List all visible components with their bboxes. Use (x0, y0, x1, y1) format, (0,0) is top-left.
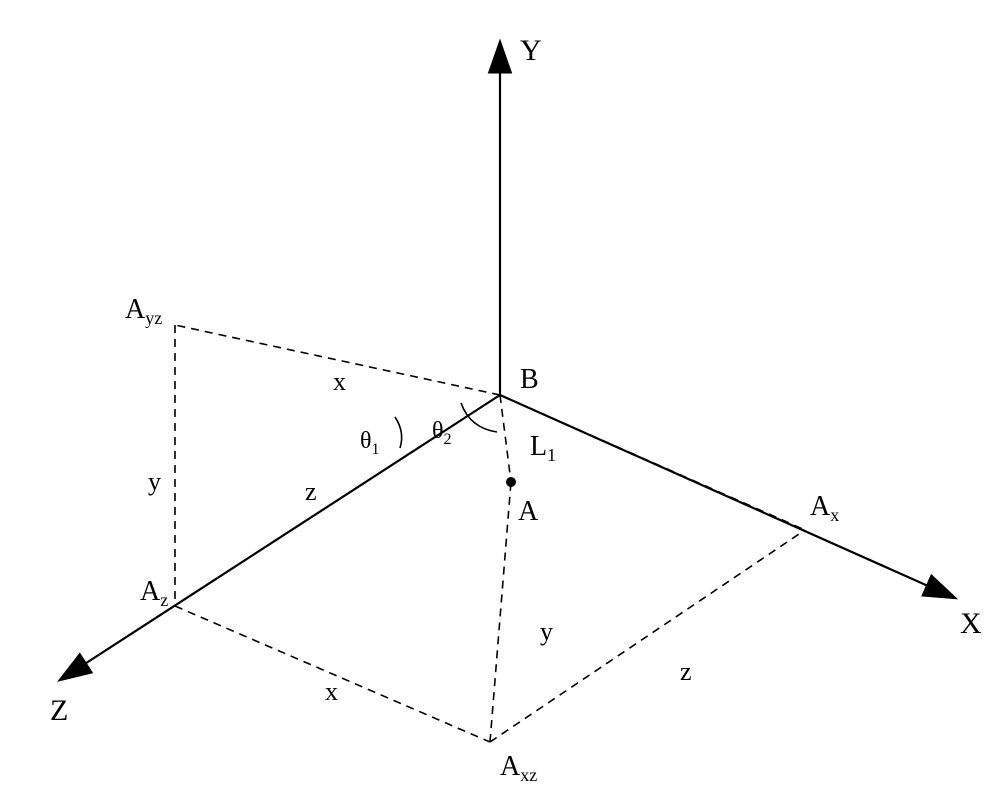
angle-label-theta2: θ2 (432, 418, 452, 448)
dashed-Axz-Ax (490, 530, 805, 742)
axis-label-x: X (960, 607, 982, 640)
point-label-B: B (520, 364, 539, 395)
dim-label-2: z (305, 477, 317, 506)
coordinate-diagram: X Y Zθ1 θ2 B A Ax Az Axz Ayz x y z x y z L1 (0, 0, 1000, 805)
dim-label-5: z (680, 657, 692, 686)
angle-arc-theta1 (395, 417, 402, 448)
length-label-L1: L1 (530, 431, 556, 465)
axis-label-z: Z (50, 694, 68, 727)
dim-label-4: y (540, 617, 553, 646)
point-label-Ax: Ax (810, 491, 839, 525)
point-label-Az: Az (140, 576, 168, 610)
angle-label-theta1: θ1 (360, 428, 380, 458)
point-label-Ayz: Ayz (125, 294, 162, 328)
dim-label-0: x (333, 367, 346, 396)
dashed-Axz-A (490, 482, 511, 742)
dashed-Az-Axz (175, 606, 490, 742)
dashed-B-A (500, 395, 511, 482)
dim-label-1: y (148, 467, 161, 496)
axis-label-y: Y (520, 34, 542, 67)
point-label-A: A (518, 496, 539, 527)
point-dot-A (506, 477, 516, 487)
point-label-Axz: Axz (500, 751, 537, 785)
dim-label-3: x (325, 677, 338, 706)
